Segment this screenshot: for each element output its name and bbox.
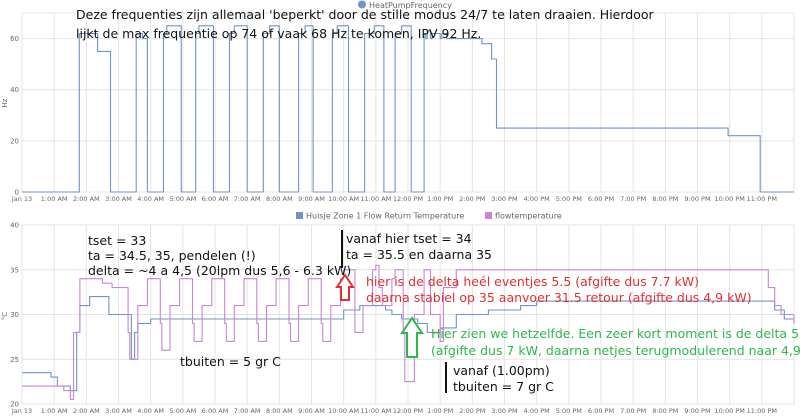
temperature-panel: Huisje Zone 1 Flow Return Temperature fl… [1, 212, 795, 415]
note-tbuiten-7: tbuiten = 7 gr C [453, 379, 554, 394]
legend-marker-return-temp [296, 212, 303, 219]
frequency-series [22, 25, 794, 193]
frequency-legend[interactable]: HeatPumpFrequency [358, 0, 452, 11]
x-tick-label: 9:00 PM [684, 195, 710, 203]
x-tick-label: 6:00 AM [202, 407, 229, 415]
x-tick-label: 4:00 PM [524, 407, 550, 415]
temperature-x-ticks: Jan 13 1:00 AM 2:00 AM 3:00 AM 4:00 AM 5:00 A… [11, 407, 777, 415]
series-line-huisje-zone-1-flow-return-temperature [22, 296, 795, 392]
x-tick-label: 5:00 AM [169, 407, 196, 415]
x-tick-label: 3:00 PM [491, 195, 517, 203]
note-ta2: ta = 35.5 en daarna 35 [346, 247, 492, 262]
y-tick-label: 40 [10, 222, 19, 230]
x-tick-label: 4:00 PM [524, 195, 550, 203]
frequency-x-ticks: Jan 13 1:00 AM 2:00 AM 3:00 AM 4:00 AM 5:00 A… [11, 195, 777, 203]
y-tick-label: 35 [10, 266, 19, 274]
y-tick-label: 25 [10, 356, 19, 364]
x-tick-label: 1:00 PM [427, 407, 453, 415]
x-tick-label: 12:00 PM [393, 407, 423, 415]
x-tick-label: 1:00 PM [427, 195, 453, 203]
y-axis-title-temperature: °C [1, 312, 9, 321]
temperature-series [22, 264, 795, 401]
y-axis-title-frequency: Hz [1, 98, 9, 107]
note-red-line2: daarna stabiel op 35 aanvoer 31.5 retour… [366, 290, 752, 305]
legend-label-flowtemperature: flowtemperature [495, 212, 562, 221]
frequency-y-ticks: 0 20 40 60 [10, 35, 19, 196]
x-tick-label: 7:00 AM [234, 195, 261, 203]
x-tick-label: 10:00 PM [715, 195, 745, 203]
x-tick-label: Jan 13 [11, 407, 32, 415]
temperature-grid [21, 224, 795, 405]
x-tick-label: 8:00 PM [652, 407, 678, 415]
x-tick-label: 1:00 AM [41, 407, 68, 415]
x-tick-label: 5:00 PM [556, 195, 582, 203]
y-tick-label: 30 [10, 311, 19, 319]
frequency-grid [21, 12, 795, 193]
x-tick-label: 11:00 PM [747, 195, 777, 203]
x-tick-label: 7:00 PM [620, 407, 646, 415]
note-red-line1: hier is de delta heél eventjes 5.5 (afgi… [366, 274, 699, 289]
x-tick-label: 4:00 AM [137, 195, 164, 203]
annotation-layer: Deze frequenties zijn allemaal 'beperkt'… [76, 7, 800, 394]
x-tick-label: 10:00 AM [328, 407, 359, 415]
red-up-arrow-icon [335, 273, 355, 301]
frequency-panel: HeatPumpFrequency Hz 0 20 40 60 Jan 13 1:00 … [1, 0, 795, 203]
temperature-legend[interactable]: Huisje Zone 1 Flow Return Temperature fl… [296, 212, 562, 221]
x-tick-label: 5:00 PM [556, 407, 582, 415]
note-ta: ta = 34.5, 35, pendelen (!) [88, 248, 256, 263]
x-tick-label: 1:00 AM [41, 195, 68, 203]
x-tick-label: 10:00 PM [715, 407, 745, 415]
x-tick-label: 3:00 AM [105, 407, 132, 415]
x-tick-label: 11:00 AM [360, 407, 391, 415]
x-tick-label: 9:00 AM [298, 407, 325, 415]
x-tick-label: 2:00 PM [459, 195, 485, 203]
x-tick-label: 3:00 AM [105, 195, 132, 203]
x-tick-label: 9:00 AM [298, 195, 325, 203]
note-tset: tset = 33 [88, 233, 146, 248]
green-up-arrow-icon [400, 316, 424, 358]
x-tick-label: 6:00 PM [588, 407, 614, 415]
top-note-line2: lijkt de max frequentie op 74 of vaak 68… [76, 26, 481, 41]
x-tick-label: 4:00 AM [137, 407, 164, 415]
series-line-heatpumpfrequency [22, 25, 794, 193]
y-tick-label: 20 [10, 137, 19, 145]
x-tick-label: 8:00 AM [266, 195, 293, 203]
x-tick-label: 11:00 PM [747, 407, 777, 415]
x-tick-label: 6:00 AM [202, 195, 229, 203]
note-delta: delta = ~4 a 4,5 (20lpm dus 5,6 - 6.3 kW… [88, 263, 351, 278]
y-tick-label: 60 [10, 35, 19, 43]
legend-label-return-temp: Huisje Zone 1 Flow Return Temperature [306, 212, 464, 221]
y-tick-label: 0 [15, 189, 19, 197]
y-tick-label: 40 [10, 86, 19, 94]
x-tick-label: 11:00 AM [360, 195, 391, 203]
temperature-y-ticks: 20 25 30 35 40 [10, 222, 19, 409]
x-tick-label: 5:00 AM [169, 195, 196, 203]
x-tick-label: 9:00 PM [684, 407, 710, 415]
x-tick-label: 10:00 AM [328, 195, 359, 203]
x-tick-label: 8:00 PM [652, 195, 678, 203]
note-green-line1: Hier zien we hetzelfde. Een zeer kort mo… [431, 326, 800, 341]
legend-marker-flowtemperature [485, 212, 492, 219]
x-tick-label: 7:00 AM [234, 407, 261, 415]
legend-label-frequency: HeatPumpFrequency [369, 1, 452, 10]
y-tick-label: 20 [10, 401, 19, 409]
series-line-flowtemperature [22, 264, 795, 401]
x-tick-label: 2:00 AM [73, 195, 100, 203]
x-tick-label: 6:00 PM [588, 195, 614, 203]
x-tick-label: 2:00 AM [73, 407, 100, 415]
top-note-line1: Deze frequenties zijn allemaal 'beperkt'… [76, 7, 655, 22]
x-tick-label: 7:00 PM [620, 195, 646, 203]
x-tick-label: Jan 13 [11, 195, 32, 203]
note-green-line2: (afgifte dus 7 kW, daarna netjes terugmo… [431, 343, 800, 358]
x-tick-label: 3:00 PM [491, 407, 517, 415]
note-vanaf-tset: vanaf hier tset = 34 [346, 231, 472, 246]
note-vanaf-1pm: vanaf (1.00pm) [453, 363, 550, 378]
x-tick-label: 8:00 AM [266, 407, 293, 415]
x-tick-label: 12:00 PM [393, 195, 423, 203]
note-tbuiten-5: tbuiten = 5 gr C [180, 354, 281, 369]
x-tick-label: 2:00 PM [459, 407, 485, 415]
legend-marker-frequency [358, 0, 366, 9]
